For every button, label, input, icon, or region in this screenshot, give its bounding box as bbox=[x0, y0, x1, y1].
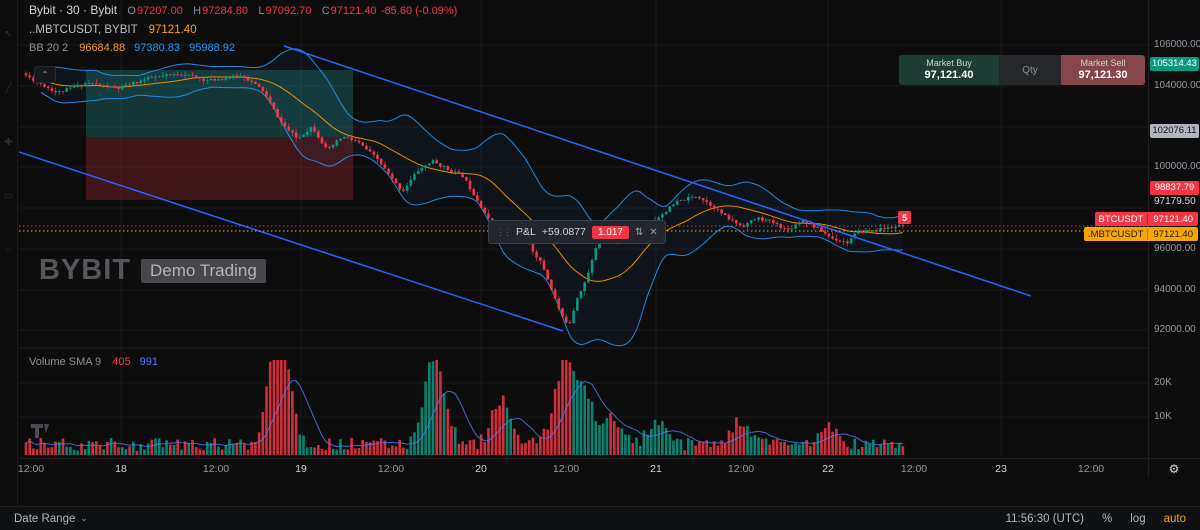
bb-basis-value: 96684.88 bbox=[79, 42, 126, 54]
ohlc-close-label: C bbox=[321, 5, 330, 17]
time-axis-label: 21 bbox=[650, 463, 662, 475]
pnl-tooltip: ⋮⋮ P&L +59.0877 1.017 ⇅ ✕ bbox=[488, 220, 666, 244]
ohlc-high-value: 97284.80 bbox=[202, 5, 249, 17]
price-axis-label: 100000.00 bbox=[1154, 161, 1200, 172]
ohlc-close-value: 97121.40 bbox=[330, 5, 377, 17]
price-axis-badge: 97179.50 bbox=[1154, 196, 1196, 207]
market-sell-label: Market Sell bbox=[1080, 58, 1126, 68]
price-axis-badge: 105314.43 bbox=[1150, 57, 1199, 71]
log-scale-button[interactable]: log bbox=[1130, 512, 1146, 525]
mbtcusdt-badge-label: .MBTCUSDT bbox=[1084, 228, 1149, 240]
chart-legend: Bybit · 30 · Bybit O97207.00 H97284.80 L… bbox=[29, 3, 457, 54]
time-axis[interactable]: 12:00 18 12:00 19 12:00 20 12:00 21 12:00 22 12:00… bbox=[17, 458, 1148, 478]
volume-legend-row[interactable]: Volume SMA 9 405 991 bbox=[29, 356, 158, 368]
price-axis-badge: 102076.11 bbox=[1150, 124, 1199, 138]
bb-upper-value: 97380.83 bbox=[134, 42, 181, 54]
last-price-badge-btcusdt: BTCUSDT 97121.40 bbox=[1094, 212, 1198, 226]
date-range-button[interactable]: Date Range ⌄ bbox=[14, 513, 88, 525]
symbol-legend-row[interactable]: Bybit · 30 · Bybit O97207.00 H97284.80 L… bbox=[29, 3, 457, 17]
bb-lower-value: 95988.92 bbox=[189, 42, 235, 54]
ohlc-high-label: H bbox=[193, 5, 202, 17]
price-axis-label: 106000.00 bbox=[1154, 39, 1200, 50]
pnl-qty-badge[interactable]: 1.017 bbox=[591, 225, 629, 239]
rectangle-tool-icon[interactable]: ▭ bbox=[3, 191, 14, 202]
btcusdt-badge-price: 97121.40 bbox=[1153, 213, 1193, 225]
time-axis-label: 12:00 bbox=[202, 463, 230, 475]
price-axis-badge: 98837.79 bbox=[1150, 181, 1199, 195]
volume-value: 405 bbox=[112, 356, 131, 368]
price-axis-label: 10K bbox=[1154, 411, 1172, 422]
drawing-toolbar[interactable]: ↖ ╱ ✚ ▭ ○ bbox=[0, 0, 18, 506]
watermark: BYBIT Demo Trading bbox=[39, 254, 266, 287]
btcusdt-badge-label: BTCUSDT bbox=[1095, 213, 1149, 225]
time-axis-label: 12:00 bbox=[900, 463, 928, 475]
circle-tool-icon[interactable]: ○ bbox=[5, 245, 12, 256]
bybit-logo: BYBIT bbox=[39, 254, 131, 286]
mbtcusdt-badge-price: 97121.40 bbox=[1153, 228, 1193, 240]
cursor-tool-icon[interactable]: ↖ bbox=[4, 29, 13, 40]
time-axis-label: 19 bbox=[295, 463, 307, 475]
chart-canvas[interactable] bbox=[19, 0, 1148, 458]
bottom-toolbar: Date Range ⌄ 11:56:30 (UTC) % log auto bbox=[0, 506, 1200, 530]
reverse-position-icon[interactable]: ⇅ bbox=[634, 226, 644, 238]
legend-collapse-button[interactable]: ⌃ bbox=[34, 66, 56, 83]
index-symbol-value: 97121.40 bbox=[148, 24, 197, 36]
tradingview-logo[interactable] bbox=[31, 424, 55, 445]
price-axis-label: 20K bbox=[1154, 377, 1172, 388]
volume-indicator-name: Volume SMA 9 bbox=[29, 356, 102, 368]
ohlc-open-value: 97207.00 bbox=[136, 5, 183, 17]
time-axis-label: 12:00 bbox=[377, 463, 405, 475]
last-price-badge-mbtcusdt: .MBTCUSDT 97121.40 bbox=[1083, 227, 1198, 241]
time-axis-label: 12:00 bbox=[552, 463, 580, 475]
trendline-tool-icon[interactable]: ╱ bbox=[5, 83, 12, 94]
pnl-label: P&L bbox=[516, 226, 536, 238]
market-buy-label: Market Buy bbox=[926, 58, 972, 68]
pnl-value: +59.0877 bbox=[541, 226, 586, 238]
time-axis-label: 22 bbox=[822, 463, 834, 475]
bb-indicator-legend-row[interactable]: BB 20 2 96684.88 97380.83 95988.92 bbox=[29, 42, 457, 54]
market-sell-price: 97,121.30 bbox=[1078, 69, 1128, 81]
percent-scale-button[interactable]: % bbox=[1102, 512, 1113, 525]
index-legend-row[interactable]: ..MBTCUSDT, BYBIT 97121.40 bbox=[29, 24, 457, 36]
time-axis-label: 12:00 bbox=[17, 463, 45, 475]
market-buy-button[interactable]: Market Buy 97,121.40 bbox=[899, 55, 999, 85]
auto-scale-button[interactable]: auto bbox=[1163, 512, 1186, 525]
ohlc-change-value: -85.60 (-0.09%) bbox=[380, 5, 458, 17]
clock-utc[interactable]: 11:56:30 (UTC) bbox=[1005, 512, 1085, 525]
market-buy-price: 97,121.40 bbox=[924, 69, 974, 81]
symbol-title[interactable]: Bybit · 30 · Bybit bbox=[29, 3, 118, 17]
volume-sma-value: 991 bbox=[139, 356, 158, 368]
qty-button[interactable]: Qty bbox=[999, 55, 1061, 85]
close-position-icon[interactable]: ✕ bbox=[649, 226, 658, 238]
drag-handle-icon[interactable]: ⋮⋮ bbox=[496, 226, 512, 237]
price-axis-label: 96000.00 bbox=[1154, 243, 1196, 254]
ohlc-open-label: O bbox=[127, 5, 136, 17]
axis-corner: ⚙ bbox=[1148, 458, 1200, 478]
demo-trading-tag: Demo Trading bbox=[141, 258, 266, 283]
price-axis-label: 104000.00 bbox=[1154, 80, 1200, 91]
price-axis-label: 94000.00 bbox=[1154, 284, 1196, 295]
date-range-label: Date Range bbox=[14, 512, 76, 525]
ohlc-low-label: L bbox=[258, 5, 265, 17]
trade-panel: Market Buy 97,121.40 Qty Market Sell 97,… bbox=[899, 55, 1145, 85]
time-axis-label: 12:00 bbox=[1077, 463, 1105, 475]
bar-countdown-badge: 5 bbox=[898, 211, 911, 224]
index-symbol-name: ..MBTCUSDT, BYBIT bbox=[29, 24, 138, 36]
time-axis-label: 20 bbox=[475, 463, 487, 475]
time-axis-label: 12:00 bbox=[727, 463, 755, 475]
bb-indicator-name: BB 20 2 bbox=[29, 42, 69, 54]
chevron-down-icon: ⌄ bbox=[80, 513, 88, 523]
cross-tool-icon[interactable]: ✚ bbox=[4, 137, 13, 148]
price-axis-label: 92000.00 bbox=[1154, 324, 1196, 335]
chart-region: Bybit · 30 · Bybit O97207.00 H97284.80 L… bbox=[19, 0, 1148, 458]
ohlc-low-value: 97092.70 bbox=[265, 5, 312, 17]
time-axis-label: 18 bbox=[115, 463, 127, 475]
time-axis-label: 23 bbox=[995, 463, 1007, 475]
market-sell-button[interactable]: Market Sell 97,121.30 bbox=[1061, 55, 1145, 85]
gear-icon[interactable]: ⚙ bbox=[1168, 461, 1180, 476]
